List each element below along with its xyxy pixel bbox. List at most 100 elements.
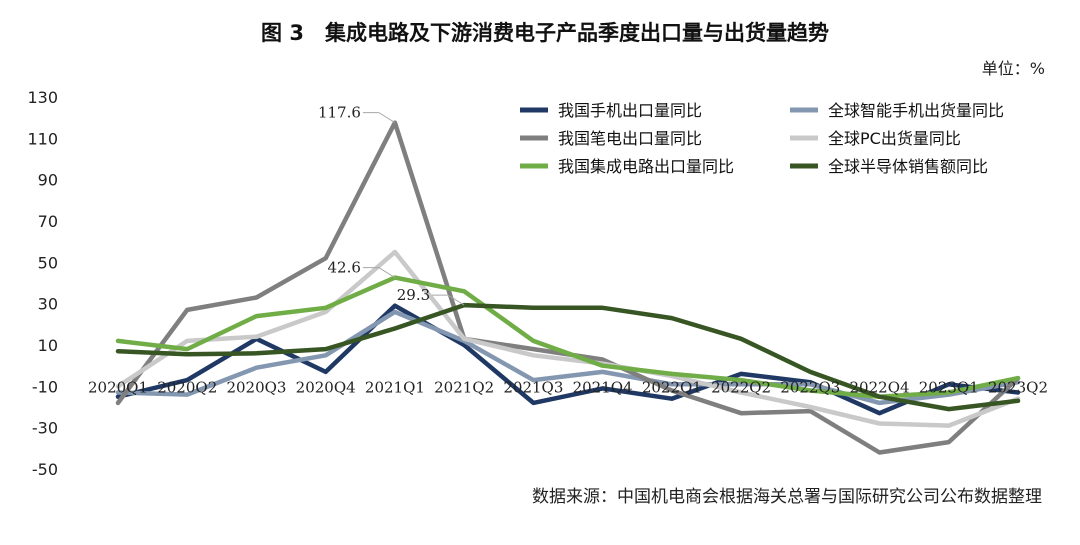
data-point: [185, 378, 189, 382]
legend-item: 全球智能手机出货量同比: [790, 101, 1004, 120]
data-point: [670, 372, 674, 376]
annotation-label: 42.6: [328, 259, 361, 277]
data-point: [254, 314, 259, 318]
data-point: [324, 306, 328, 310]
series-line: [115, 303, 1021, 416]
data-point: [324, 370, 328, 374]
data-point: [324, 353, 328, 357]
annotation-label: 29.3: [397, 286, 430, 304]
series-layer: [115, 120, 1021, 455]
legend-label: 全球智能手机出货量同比: [828, 101, 1004, 120]
data-point: [947, 390, 951, 395]
y-axis: 130 110 90 70 50 30 10 -10 -30 -50: [27, 88, 58, 479]
y-tick-label: -10: [32, 377, 58, 396]
data-point: [877, 401, 882, 405]
data-point: [739, 390, 743, 395]
legend-item: 我国手机出口量同比: [520, 101, 702, 120]
x-tick-label: 2020Q4: [296, 378, 356, 396]
data-point: [947, 424, 951, 428]
annotation-layer: 117.6 42.6 29.3: [318, 104, 465, 306]
data-point: [877, 421, 882, 426]
data-point: [808, 388, 812, 393]
y-tick-label: 90: [38, 171, 58, 190]
data-point: [393, 250, 397, 254]
x-tick-label: 2021Q4: [573, 378, 633, 396]
x-tick-label: 2020Q2: [157, 378, 217, 396]
data-point: [116, 339, 120, 343]
legend-item: 我国集成电路出口量同比: [520, 157, 734, 176]
data-point: [601, 370, 605, 374]
legend-label: 全球PC出货量同比: [828, 129, 961, 148]
series-line: [115, 302, 1021, 412]
series-5: [115, 275, 1021, 399]
x-tick-label: 2023Q1: [919, 378, 979, 396]
data-point: [393, 310, 397, 314]
y-tick-label: -30: [32, 419, 58, 438]
annotation-leader: [447, 294, 465, 306]
data-point: [324, 347, 328, 351]
series-6: [115, 302, 1021, 412]
data-point: [531, 353, 536, 357]
x-axis: 2020Q1 2020Q2 2020Q3 2020Q4 2021Q1 2021Q2 2021…: [88, 378, 1048, 396]
data-point: [1016, 399, 1020, 403]
series-line: [115, 309, 1021, 406]
data-point: [185, 308, 189, 312]
data-point: [531, 347, 536, 351]
x-tick-label: 2022Q3: [780, 378, 840, 396]
data-point: [185, 352, 189, 356]
data-point: [670, 388, 674, 393]
y-tick-label: 50: [38, 253, 58, 272]
source-note: 数据来源：中国机电商会根据海关总署与国际研究公司公布数据整理: [532, 487, 1042, 507]
legend-label: 我国手机出口量同比: [558, 101, 702, 120]
data-point: [601, 357, 605, 362]
y-tick-label: -50: [32, 460, 58, 479]
y-tick-label: 10: [38, 336, 58, 355]
data-point: [531, 378, 536, 382]
chart-title: 图 3 集成电路及下游消费电子产品季度出口量与出货量趋势: [261, 21, 829, 45]
legend-label: 我国笔电出口量同比: [558, 129, 702, 148]
data-point: [877, 395, 882, 399]
data-point: [739, 378, 743, 382]
annotation-label: 117.6: [318, 104, 361, 122]
data-point: [670, 316, 674, 320]
data-point: [947, 382, 951, 386]
data-point: [739, 372, 743, 376]
legend-label: 全球半导体销售额同比: [828, 157, 988, 176]
y-tick-label: 70: [38, 212, 58, 231]
x-tick-label: 2020Q3: [226, 378, 286, 396]
unit-label: 单位：%: [982, 59, 1045, 78]
data-point: [462, 343, 466, 347]
data-point: [116, 384, 120, 388]
legend-item: 全球半导体销售额同比: [790, 157, 988, 176]
data-point: [185, 347, 189, 351]
data-point: [254, 335, 259, 339]
annotation-leader: [378, 267, 396, 279]
data-point: [462, 337, 466, 341]
data-point: [877, 411, 882, 415]
data-point: [739, 337, 743, 341]
data-point: [531, 306, 536, 310]
data-point: [116, 395, 120, 399]
data-point: [601, 386, 605, 390]
data-point: [808, 405, 812, 409]
x-tick-label: 2021Q2: [434, 378, 494, 396]
data-point: [324, 256, 328, 260]
x-tick-label: 2022Q4: [850, 378, 910, 396]
series-2: [115, 309, 1021, 406]
data-point: [670, 382, 674, 386]
x-tick-label: 2021Q3: [503, 378, 563, 396]
data-point: [185, 393, 189, 397]
data-point: [116, 390, 120, 395]
data-point: [254, 295, 259, 300]
data-point: [877, 450, 882, 455]
y-tick-label: 130: [27, 88, 58, 107]
annotation-leader: [378, 112, 396, 124]
data-point: [1016, 376, 1020, 380]
series-line: [115, 275, 1021, 399]
series-line: [115, 249, 1021, 428]
data-point: [254, 366, 259, 370]
data-point: [531, 339, 536, 343]
legend-item: 全球PC出货量同比: [790, 129, 961, 148]
